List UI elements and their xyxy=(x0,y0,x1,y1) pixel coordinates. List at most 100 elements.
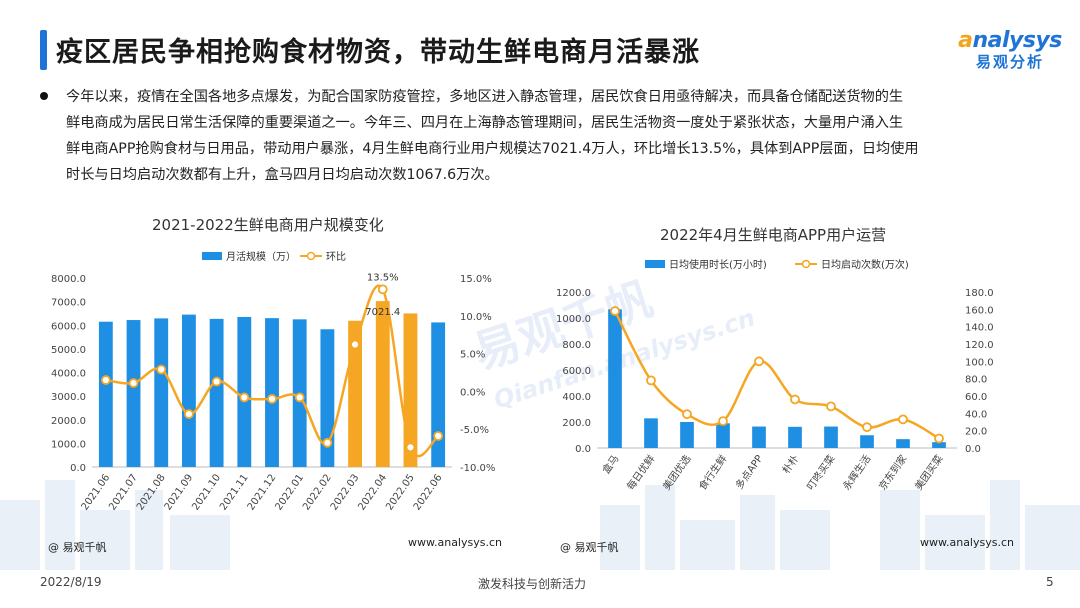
y-right-tick-label: 10.0% xyxy=(460,312,492,323)
source-label-left: @ 易观千帆 xyxy=(48,541,107,554)
line-point xyxy=(405,442,416,453)
logo-chinese: 易观分析 xyxy=(975,53,1044,71)
bar-mark xyxy=(182,314,196,467)
y-left-tick-label: 800.0 xyxy=(562,340,591,351)
x-tick-label: 每日优鲜 xyxy=(624,452,658,492)
bar-mark xyxy=(896,439,910,448)
footer-slogan: 激发科技与创新活力 xyxy=(478,577,587,591)
legend-bar-swatch xyxy=(202,252,222,260)
x-tick-label: 美团买菜 xyxy=(912,452,946,492)
summary-line: 鲜电商APP抢购食材与日用品，带动用户暴涨，4月生鲜电商行业用户规模达7021.… xyxy=(66,141,919,157)
bullet-dot xyxy=(40,92,48,100)
y-left-tick-label: 600.0 xyxy=(562,366,591,377)
bar-mark xyxy=(375,301,390,467)
bar-mark xyxy=(752,426,766,448)
y-left-tick-label: 1200.0 xyxy=(556,288,591,299)
legend-bar-label: 日均使用时长(万小时) xyxy=(669,258,767,271)
analysys-logo: analysys 易观分析 xyxy=(955,28,1065,72)
y-left-tick-label: 400.0 xyxy=(562,392,591,403)
summary-line: 今年以来，疫情在全国各地多点爆发，为配合国家防疫管控，多地区进入静态管理，居民饮… xyxy=(66,89,904,105)
line-point xyxy=(211,376,222,387)
legend-line-marker xyxy=(306,251,316,261)
line-point xyxy=(184,409,194,419)
bar-mark xyxy=(320,329,335,467)
line-point xyxy=(790,394,800,405)
bar-mark xyxy=(860,435,874,448)
page-number: 5 xyxy=(1046,575,1054,589)
y-left-tick-label: 2000.0 xyxy=(51,416,86,427)
chart2-title: 2022年4月生鲜电商APP用户运营 xyxy=(660,226,887,244)
page-title: 疫区居民争相抢购食材物资，带动生鲜电商月活暴涨 xyxy=(56,37,700,68)
y-right-tick-label: 120.0 xyxy=(965,340,994,351)
line-point xyxy=(156,364,167,375)
bar-mark xyxy=(788,426,802,448)
line-point xyxy=(267,394,277,404)
y-right-tick-label: 180.0 xyxy=(965,288,994,299)
legend-bar-swatch xyxy=(645,260,665,268)
bar-mark xyxy=(431,322,446,467)
y-left-tick-label: 1000.0 xyxy=(556,314,591,325)
line-point xyxy=(100,375,111,385)
line-point xyxy=(826,401,836,412)
bar-mark xyxy=(126,320,141,467)
y-right-tick-label: -5.0% xyxy=(460,425,489,436)
line-point xyxy=(682,409,692,420)
y-left-tick-label: 3000.0 xyxy=(51,392,86,403)
line-point xyxy=(610,306,620,316)
line-point xyxy=(294,392,305,403)
peak-value-label: 7021.4 xyxy=(365,307,400,318)
y-right-tick-label: 160.0 xyxy=(965,305,994,316)
url-label-right: www.analysys.cn xyxy=(920,536,1014,549)
summary-paragraph: 今年以来，疫情在全国各地多点爆发，为配合国家防疫管控，多地区进入静态管理，居民饮… xyxy=(66,84,1016,188)
y-left-tick-label: 4000.0 xyxy=(51,369,86,380)
chart-user-scale: 月活规模（万） 环比 0.0 1000.0 2000.0 3000.0 4000.0 5000… xyxy=(51,250,495,513)
title-accent-bar xyxy=(40,30,47,70)
report-date: 2022/8/19 xyxy=(40,575,102,589)
y-right-tick-label: 0.0% xyxy=(460,387,485,398)
y-right-tick-label: 5.0% xyxy=(460,350,485,361)
x-tick-label: 2022.06 xyxy=(412,472,445,512)
y-left-tick-label: 8000.0 xyxy=(51,274,86,285)
line-point xyxy=(862,422,872,433)
summary-line: 鲜电商成为居民日常生活保障的重要渠道之一。今年三、四月在上海静态管理期间，居民生… xyxy=(66,115,904,131)
legend-line-marker xyxy=(801,259,811,269)
y-left-tick-label: 200.0 xyxy=(562,418,591,429)
line-point xyxy=(718,416,728,427)
bar-mark xyxy=(209,318,224,467)
url-label-left: www.analysys.cn xyxy=(408,536,502,549)
line-point xyxy=(239,392,250,403)
bar-mark xyxy=(154,318,169,467)
y-right-tick-label: 140.0 xyxy=(965,323,994,334)
line-point xyxy=(377,284,388,295)
line-point xyxy=(898,414,908,425)
line-point xyxy=(754,356,764,367)
x-tick-label: 永辉生活 xyxy=(840,452,874,492)
bar-mark xyxy=(716,423,730,448)
line-point xyxy=(350,339,360,350)
y-right-tick-label: 100.0 xyxy=(965,357,994,368)
logo-letters: nalysys xyxy=(972,28,1062,53)
y-left-tick-label: 6000.0 xyxy=(51,321,86,332)
y-left-tick-label: 0.0 xyxy=(70,463,86,474)
y-right-tick-label: 15.0% xyxy=(460,274,492,285)
logo-wordmark: analysys xyxy=(955,28,1065,53)
y-left-tick-label: 7000.0 xyxy=(51,298,86,309)
line-point xyxy=(646,375,656,386)
logo-letter-a: a xyxy=(958,28,973,53)
y-left-tick-label: 0.0 xyxy=(575,444,591,455)
bar-mark xyxy=(237,316,252,467)
source-label-right: @ 易观千帆 xyxy=(560,541,619,554)
y-right-tick-label: 60.0 xyxy=(965,392,987,403)
chart-app-operations: 日均使用时长(万小时) 日均启动次数(万次) 0.0 200.0 400.0 600.0 8… xyxy=(556,258,994,492)
peak-percent-label: 13.5% xyxy=(367,272,399,283)
x-tick-label: 叮咚买菜 xyxy=(804,452,838,492)
x-tick-label: 朴朴 xyxy=(779,452,801,476)
line-point xyxy=(322,437,333,448)
x-tick-label: 多点APP xyxy=(732,452,765,491)
line-point xyxy=(128,378,139,388)
legend-bar-label: 月活规模（万） xyxy=(226,250,296,263)
x-tick-label: 京东到家 xyxy=(876,452,910,492)
y-right-tick-label: 80.0 xyxy=(965,375,987,386)
bar-mark xyxy=(98,321,113,467)
x-tick-label: 食行生鲜 xyxy=(696,452,730,492)
